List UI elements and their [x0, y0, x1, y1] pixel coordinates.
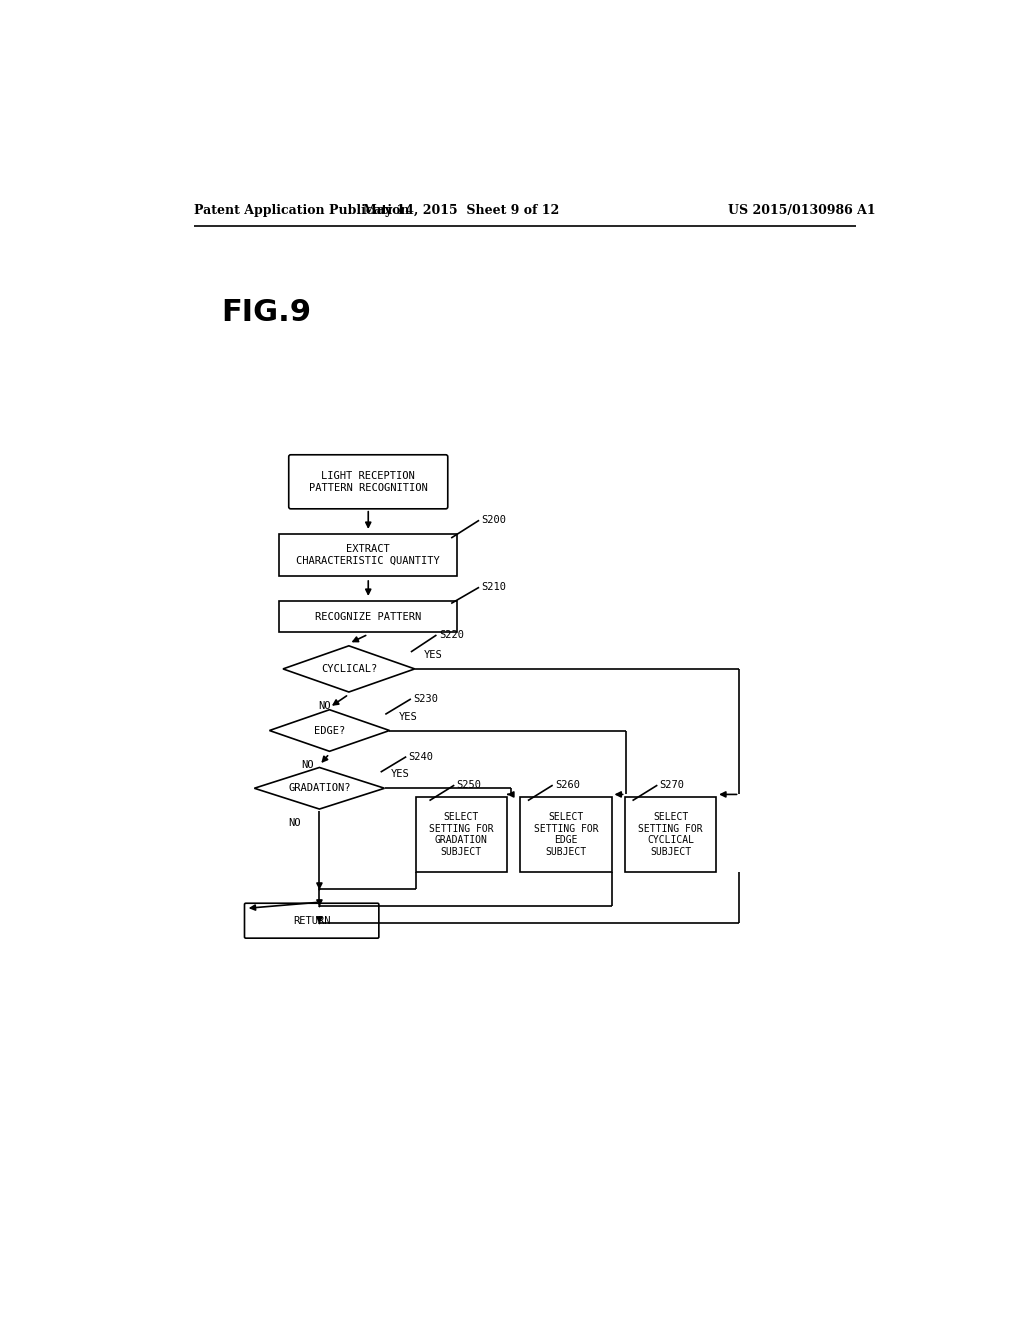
Text: GRADATION?: GRADATION? [288, 783, 350, 793]
Text: EDGE?: EDGE? [314, 726, 345, 735]
Text: RETURN: RETURN [293, 916, 331, 925]
Text: YES: YES [391, 770, 410, 779]
Text: S260: S260 [555, 780, 580, 791]
Text: S240: S240 [409, 751, 433, 762]
Text: YES: YES [398, 711, 417, 722]
Text: S230: S230 [414, 694, 438, 704]
Bar [280, 601, 458, 632]
Text: NO: NO [289, 818, 301, 828]
Text: Patent Application Publication: Patent Application Publication [194, 205, 410, 218]
Text: S220: S220 [438, 630, 464, 640]
Bar [280, 533, 458, 576]
Polygon shape [269, 710, 389, 751]
Text: YES: YES [424, 649, 442, 660]
FancyBboxPatch shape [245, 903, 379, 939]
Text: CYCLICAL?: CYCLICAL? [321, 664, 377, 675]
Text: US 2015/0130986 A1: US 2015/0130986 A1 [728, 205, 877, 218]
Text: SELECT
SETTING FOR
CYCLICAL
SUBJECT: SELECT SETTING FOR CYCLICAL SUBJECT [638, 812, 702, 857]
Bar [416, 797, 507, 873]
Text: SELECT
SETTING FOR
EDGE
SUBJECT: SELECT SETTING FOR EDGE SUBJECT [534, 812, 598, 857]
Text: S250: S250 [457, 780, 481, 791]
Polygon shape [283, 645, 415, 692]
Text: LIGHT RECEPTION
PATTERN RECOGNITION: LIGHT RECEPTION PATTERN RECOGNITION [309, 471, 428, 492]
Polygon shape [254, 767, 385, 809]
Text: SELECT
SETTING FOR
GRADATION
SUBJECT: SELECT SETTING FOR GRADATION SUBJECT [429, 812, 494, 857]
Text: NO: NO [317, 701, 331, 711]
FancyBboxPatch shape [289, 455, 447, 508]
Text: NO: NO [301, 760, 314, 770]
Text: FIG.9: FIG.9 [221, 298, 311, 327]
Text: EXTRACT
CHARACTERISTIC QUANTITY: EXTRACT CHARACTERISTIC QUANTITY [296, 544, 440, 566]
Bar [520, 797, 611, 873]
Text: May 14, 2015  Sheet 9 of 12: May 14, 2015 Sheet 9 of 12 [364, 205, 559, 218]
Text: S210: S210 [481, 582, 507, 593]
Text: RECOGNIZE PATTERN: RECOGNIZE PATTERN [315, 611, 421, 622]
Bar [625, 797, 716, 873]
Text: S200: S200 [481, 515, 507, 525]
Text: S270: S270 [659, 780, 685, 791]
